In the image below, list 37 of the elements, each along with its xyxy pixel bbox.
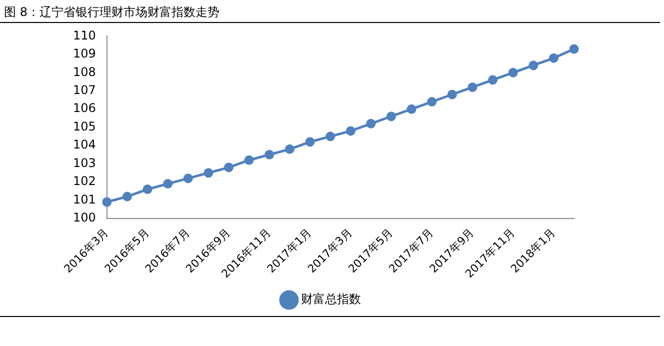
- point: [548, 53, 558, 63]
- y-tick-label: 108: [73, 64, 96, 79]
- point: [366, 118, 376, 128]
- point: [142, 184, 152, 194]
- y-tick-label: 105: [73, 119, 96, 134]
- point: [163, 179, 173, 189]
- y-tick-label: 101: [73, 192, 96, 206]
- y-tick-label: 110: [73, 28, 96, 42]
- y-tick-label: 103: [73, 156, 96, 170]
- legend-label: 财富总指数: [301, 292, 361, 306]
- point: [386, 112, 396, 122]
- point: [508, 68, 518, 78]
- point: [284, 144, 294, 154]
- point: [102, 197, 112, 207]
- point: [224, 162, 234, 172]
- point: [326, 132, 336, 142]
- y-tick-label: 100: [73, 210, 96, 225]
- point: [528, 60, 538, 70]
- point: [204, 168, 214, 178]
- y-tick-label: 106: [73, 101, 96, 116]
- y-tick-label: 107: [73, 82, 96, 97]
- point: [569, 44, 579, 54]
- point: [183, 174, 193, 184]
- point: [427, 97, 437, 107]
- y-tick-label: 104: [73, 138, 96, 152]
- point: [346, 126, 356, 136]
- point: [468, 82, 478, 92]
- point: [488, 75, 498, 85]
- y-tick-label: 102: [73, 174, 96, 188]
- point: [264, 150, 274, 160]
- point: [406, 104, 416, 114]
- point: [244, 155, 254, 165]
- chart-title: 图 8：辽宁省银行理财市场财富指数走势: [4, 4, 220, 21]
- point: [305, 137, 315, 147]
- y-tick-label: 109: [73, 46, 96, 61]
- point: [122, 192, 132, 202]
- point: [447, 90, 457, 100]
